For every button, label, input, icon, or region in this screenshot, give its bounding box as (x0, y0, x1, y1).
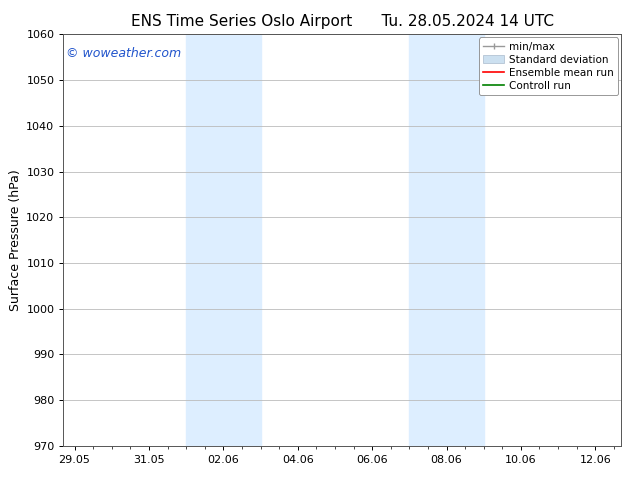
Text: © woweather.com: © woweather.com (66, 47, 181, 60)
Bar (186, 34, 261, 446)
Title: ENS Time Series Oslo Airport      Tu. 28.05.2024 14 UTC: ENS Time Series Oslo Airport Tu. 28.05.2… (131, 14, 554, 29)
Bar (410, 34, 484, 446)
Legend: min/max, Standard deviation, Ensemble mean run, Controll run: min/max, Standard deviation, Ensemble me… (479, 37, 618, 95)
Y-axis label: Surface Pressure (hPa): Surface Pressure (hPa) (9, 169, 22, 311)
